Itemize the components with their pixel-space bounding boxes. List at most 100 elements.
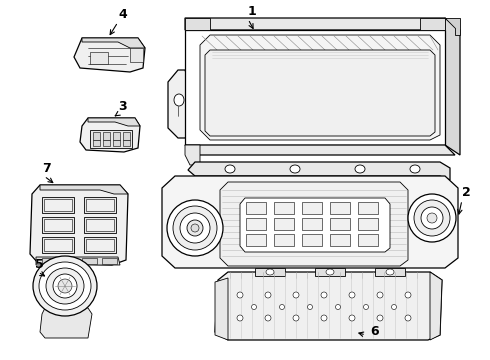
Polygon shape — [88, 118, 140, 126]
Bar — [93, 140, 100, 146]
Ellipse shape — [237, 315, 243, 321]
Polygon shape — [420, 18, 445, 30]
Ellipse shape — [355, 165, 365, 173]
Ellipse shape — [237, 292, 243, 298]
Ellipse shape — [349, 292, 355, 298]
Polygon shape — [80, 118, 140, 152]
Polygon shape — [215, 278, 228, 340]
Bar — [42, 217, 74, 233]
Polygon shape — [240, 198, 390, 252]
Ellipse shape — [265, 292, 271, 298]
Polygon shape — [185, 145, 200, 165]
Bar — [103, 132, 110, 140]
Polygon shape — [445, 18, 460, 155]
Bar — [330, 202, 350, 214]
Polygon shape — [220, 182, 408, 266]
Bar — [330, 234, 350, 246]
Ellipse shape — [326, 269, 334, 275]
Bar — [42, 237, 74, 253]
Bar — [274, 234, 294, 246]
Ellipse shape — [279, 305, 285, 310]
Bar — [113, 132, 120, 140]
Ellipse shape — [33, 256, 97, 316]
Bar — [274, 202, 294, 214]
Ellipse shape — [167, 200, 223, 256]
Bar — [330, 218, 350, 230]
Bar — [358, 234, 378, 246]
Bar — [42, 258, 57, 264]
Ellipse shape — [46, 268, 84, 304]
Ellipse shape — [290, 165, 300, 173]
Polygon shape — [130, 48, 143, 62]
Text: 4: 4 — [118, 8, 127, 21]
Ellipse shape — [321, 315, 327, 321]
Ellipse shape — [410, 165, 420, 173]
Bar — [302, 234, 322, 246]
Text: 2: 2 — [462, 186, 471, 199]
Text: 7: 7 — [42, 162, 51, 175]
Polygon shape — [82, 38, 145, 48]
Polygon shape — [445, 18, 460, 35]
Ellipse shape — [405, 315, 411, 321]
Ellipse shape — [187, 220, 203, 236]
Bar — [358, 202, 378, 214]
Polygon shape — [188, 162, 450, 180]
Bar — [62, 258, 77, 264]
Polygon shape — [40, 308, 92, 338]
Polygon shape — [215, 272, 442, 340]
Ellipse shape — [173, 206, 217, 250]
Bar — [246, 218, 266, 230]
Polygon shape — [90, 130, 132, 148]
Ellipse shape — [308, 305, 313, 310]
Bar — [44, 219, 72, 231]
Ellipse shape — [251, 305, 256, 310]
Ellipse shape — [58, 279, 72, 293]
Polygon shape — [162, 176, 458, 268]
Bar — [86, 239, 114, 251]
Polygon shape — [40, 185, 128, 194]
Ellipse shape — [293, 292, 299, 298]
Bar — [82, 258, 97, 264]
Bar — [274, 218, 294, 230]
Polygon shape — [185, 30, 445, 145]
Ellipse shape — [405, 292, 411, 298]
Bar — [44, 199, 72, 211]
Ellipse shape — [392, 305, 396, 310]
Ellipse shape — [414, 200, 450, 236]
Ellipse shape — [180, 213, 210, 243]
Bar — [44, 239, 72, 251]
Ellipse shape — [265, 315, 271, 321]
Bar — [103, 140, 110, 146]
Bar — [358, 218, 378, 230]
Polygon shape — [205, 50, 435, 136]
Ellipse shape — [293, 315, 299, 321]
Bar — [84, 197, 116, 213]
Polygon shape — [168, 70, 192, 138]
Ellipse shape — [321, 292, 327, 298]
Bar — [246, 202, 266, 214]
Bar — [302, 202, 322, 214]
Ellipse shape — [386, 269, 394, 275]
Bar — [93, 132, 100, 140]
Bar — [113, 140, 120, 146]
Polygon shape — [430, 272, 442, 340]
Ellipse shape — [364, 305, 368, 310]
Polygon shape — [185, 145, 455, 155]
Ellipse shape — [421, 207, 443, 229]
Ellipse shape — [225, 165, 235, 173]
Bar — [123, 140, 130, 146]
Ellipse shape — [336, 305, 341, 310]
Ellipse shape — [39, 262, 91, 310]
Bar — [315, 268, 345, 276]
Bar — [84, 237, 116, 253]
Ellipse shape — [408, 194, 456, 242]
Bar — [86, 219, 114, 231]
Bar — [86, 199, 114, 211]
Text: 3: 3 — [118, 100, 126, 113]
Text: 5: 5 — [35, 258, 44, 271]
Bar — [90, 52, 108, 64]
Bar — [123, 132, 130, 140]
Ellipse shape — [377, 292, 383, 298]
Bar — [255, 268, 285, 276]
Ellipse shape — [174, 94, 184, 106]
